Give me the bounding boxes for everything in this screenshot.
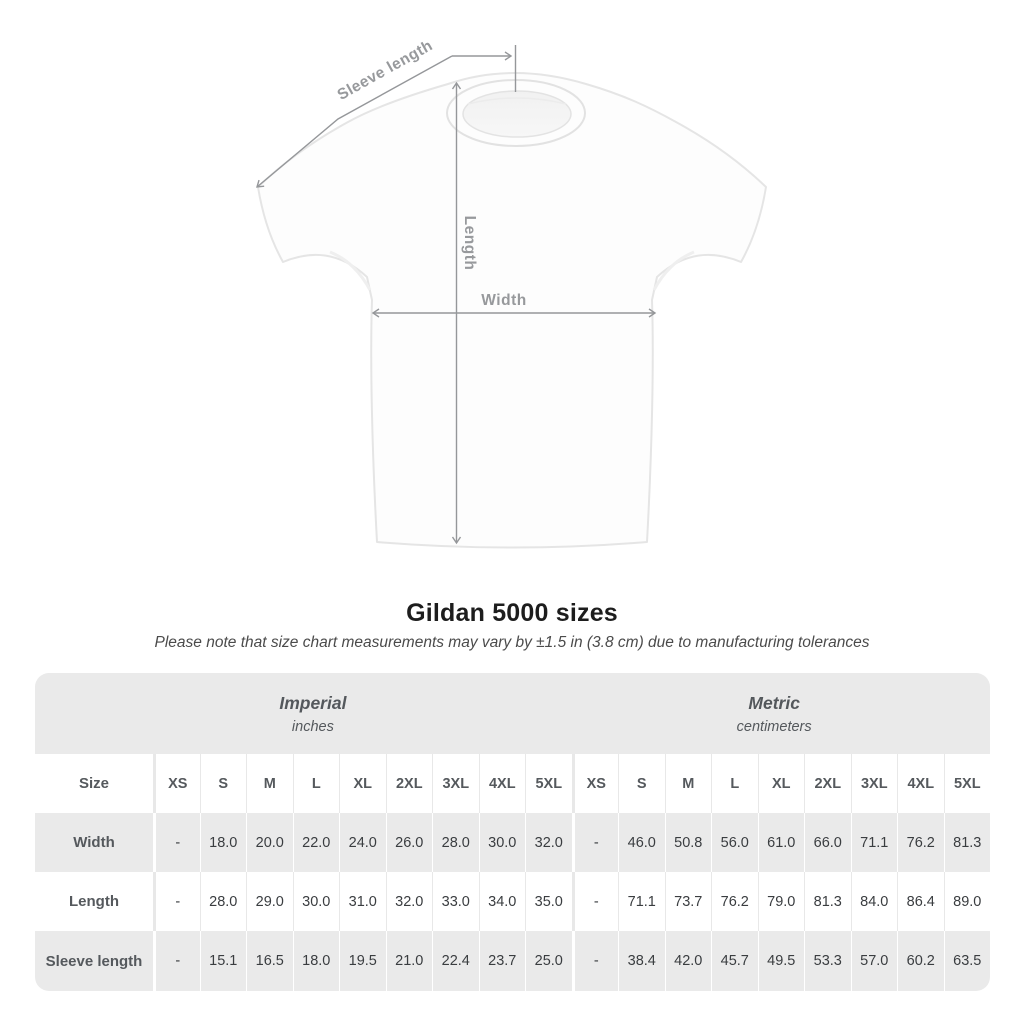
size-header: 3XL: [432, 754, 479, 813]
size-header: XS: [153, 754, 200, 813]
size-header: 2XL: [385, 754, 433, 813]
value-cell: 71.1: [850, 813, 898, 872]
value-cell: 56.0: [711, 813, 758, 872]
value-cell: 63.5: [943, 931, 991, 991]
value-cell: 29.0: [246, 872, 293, 931]
value-cell: 81.3: [804, 872, 851, 931]
value-cell: 20.0: [246, 813, 293, 872]
value-cell: 71.1: [618, 872, 665, 931]
value-cell: 89.0: [943, 872, 991, 931]
length-label: Length: [461, 216, 478, 271]
value-cell: 18.0: [292, 931, 340, 991]
table-row: Width -18.0 20.0 22.0 24.0 26.0 28.0 30.0 32.0-4…: [35, 813, 990, 872]
units-header: Imperial inches Metric centimeters: [35, 673, 990, 754]
size-header: 4XL: [478, 754, 526, 813]
value-cell: 21.0: [385, 931, 433, 991]
row-label: Length: [69, 893, 119, 910]
value-cell: 26.0: [385, 813, 433, 872]
value-cell: 61.0: [757, 813, 805, 872]
value-cell: 28.0: [432, 813, 479, 872]
value-cell: 76.2: [711, 872, 758, 931]
tolerance-note: Please note that size chart measurements…: [154, 634, 870, 651]
table-row: Sleeve length -15.1 16.5 18.0 19.5 21.0 22.4 23…: [35, 931, 990, 991]
size-header: L: [711, 754, 758, 813]
value-cell: 66.0: [804, 813, 851, 872]
value-cell: 46.0: [618, 813, 665, 872]
value-cell: 81.3: [943, 813, 991, 872]
imperial-unit-label: inches: [291, 718, 334, 735]
value-cell: 15.1: [199, 931, 247, 991]
size-header: 5XL: [943, 754, 991, 813]
imperial-section-header: Imperial inches: [279, 693, 346, 735]
size-header: XL: [757, 754, 805, 813]
size-column-label: Size: [78, 775, 109, 792]
size-table: Imperial inches Metric centimeters Size X…: [35, 673, 990, 991]
row-label: Sleeve length: [45, 952, 143, 970]
size-header: L: [292, 754, 340, 813]
page-title: Gildan 5000 sizes: [406, 599, 618, 627]
size-header: 3XL: [850, 754, 898, 813]
table-header-row: Size XS S M L XL 2XL 3XL 4XL 5XL XS S M L XL 2XL 3XL 4XL 5…: [35, 754, 990, 813]
table-row: Length -28.0 29.0 30.0 31.0 32.0 33.0 34.0 35.0-…: [35, 872, 990, 931]
value-cell: 57.0: [850, 931, 898, 991]
value-cell: 25.0: [525, 931, 572, 991]
value-cell: 79.0: [757, 872, 805, 931]
value-cell: 32.0: [525, 813, 572, 872]
sleeve-length-arrow: [256, 55, 453, 188]
value-cell: 53.3: [804, 931, 851, 991]
size-header: XL: [339, 754, 386, 813]
value-cell: 45.7: [711, 931, 758, 991]
width-label: Width: [481, 292, 526, 309]
value-cell: -: [153, 813, 200, 872]
metric-unit-label: centimeters: [736, 718, 812, 735]
value-cell: 19.5: [339, 931, 386, 991]
value-cell: 50.8: [664, 813, 712, 872]
value-cell: 49.5: [757, 931, 805, 991]
value-cell: 28.0: [199, 872, 247, 931]
value-cell: 42.0: [664, 931, 712, 991]
size-header: S: [618, 754, 665, 813]
table-body: Size XS S M L XL 2XL 3XL 4XL 5XL XS S M L XL 2XL 3XL 4XL 5…: [35, 754, 990, 991]
size-header: M: [246, 754, 293, 813]
value-cell: 33.0: [432, 872, 479, 931]
row-label: Width: [73, 834, 115, 851]
value-cell: 76.2: [897, 813, 944, 872]
value-cell: 84.0: [850, 872, 898, 931]
value-cell: 22.0: [292, 813, 340, 872]
value-cell: 35.0: [525, 872, 572, 931]
value-cell: 73.7: [664, 872, 712, 931]
value-cell: 31.0: [339, 872, 386, 931]
value-cell: 60.2: [897, 931, 944, 991]
size-header: M: [664, 754, 712, 813]
value-cell: 23.7: [478, 931, 526, 991]
value-cell: 24.0: [339, 813, 386, 872]
value-cell: -: [571, 813, 619, 872]
tshirt-measurement-diagram: Sleeve length Length Width: [256, 37, 767, 549]
value-cell: 18.0: [199, 813, 247, 872]
value-cell: -: [571, 931, 619, 991]
size-header: 5XL: [525, 754, 572, 813]
value-cell: 22.4: [432, 931, 479, 991]
value-cell: 32.0: [385, 872, 433, 931]
value-cell: 16.5: [246, 931, 293, 991]
value-cell: 38.4: [618, 931, 665, 991]
value-cell: -: [153, 931, 200, 991]
value-cell: -: [571, 872, 619, 931]
imperial-label: Imperial: [279, 692, 347, 713]
value-cell: 30.0: [292, 872, 340, 931]
metric-label: Metric: [748, 692, 800, 713]
size-header: S: [199, 754, 247, 813]
tshirt-graphic: [257, 72, 767, 549]
size-header: 2XL: [804, 754, 851, 813]
value-cell: 86.4: [897, 872, 944, 931]
value-cell: -: [153, 872, 200, 931]
metric-section-header: Metric centimeters: [737, 693, 812, 735]
size-header: XS: [571, 754, 619, 813]
value-cell: 30.0: [478, 813, 526, 872]
size-header: 4XL: [897, 754, 944, 813]
value-cell: 34.0: [478, 872, 526, 931]
